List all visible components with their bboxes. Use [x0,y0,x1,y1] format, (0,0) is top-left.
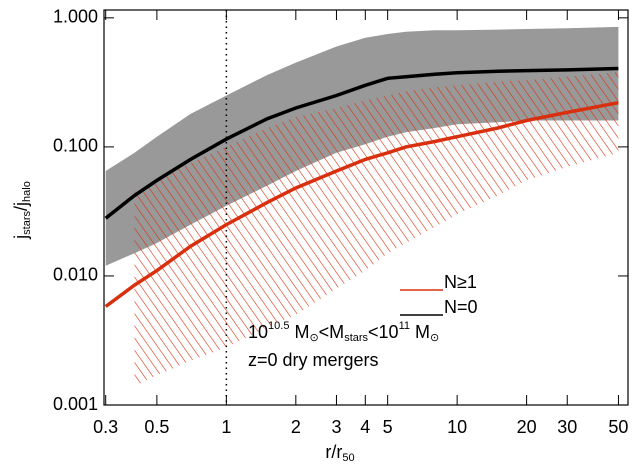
annotation-part: stars [344,332,368,344]
y-tick-label: 0.100 [53,136,98,156]
y-axis-label-part: stars [21,210,33,234]
annotation-part: <M [319,322,345,342]
x-axis-label: r/r50 [325,442,354,464]
plot-frame [103,9,629,406]
y-axis-label-part: /j [11,202,31,211]
x-tick-label: 0.3 [93,417,118,437]
x-tick-label: 0.5 [144,417,169,437]
series-line [104,66,619,220]
x-axis-label-part: 50 [342,452,354,464]
x-tick-label: 3 [331,417,341,437]
x-tick-label: 20 [517,417,537,437]
annotation-part: <10 [368,322,399,342]
annotation-part: M [289,322,309,342]
y-axis-label-part: halo [21,181,33,202]
band [134,72,619,387]
y-tick-label: 0.001 [53,394,98,414]
x-tick-label: 5 [383,417,393,437]
annotation-part: ⊙ [309,332,318,344]
annotation: 1010.5 M⊙<Mstars<1011 M⊙ [248,320,439,344]
x-tick-label: 2 [291,417,301,437]
y-tick-label: 0.010 [53,265,98,285]
legend-label: N≥1 [444,272,477,292]
annotation-part: 10.5 [268,320,289,332]
y-axis-label-part: j [11,235,31,240]
x-axis-label-part: r/r [325,442,342,462]
x-tick-label: 30 [557,417,577,437]
annotation-part: M [410,322,430,342]
x-tick-label: 4 [360,417,370,437]
y-axis-label: jstars/jhalo [11,181,33,240]
annotation-part: z=0 dry mergers [248,350,379,370]
legend-label: N=0 [444,297,478,317]
series-line [104,100,619,308]
annotation: z=0 dry mergers [248,350,379,370]
x-tick-label: 10 [447,417,467,437]
annotation-part: ⊙ [430,332,439,344]
annotation-part: 10 [248,322,268,342]
x-tick-label: 1 [221,417,231,437]
annotation-part: 11 [399,320,410,332]
x-tick-label: 50 [608,417,628,437]
y-tick-label: 1.000 [53,7,98,27]
